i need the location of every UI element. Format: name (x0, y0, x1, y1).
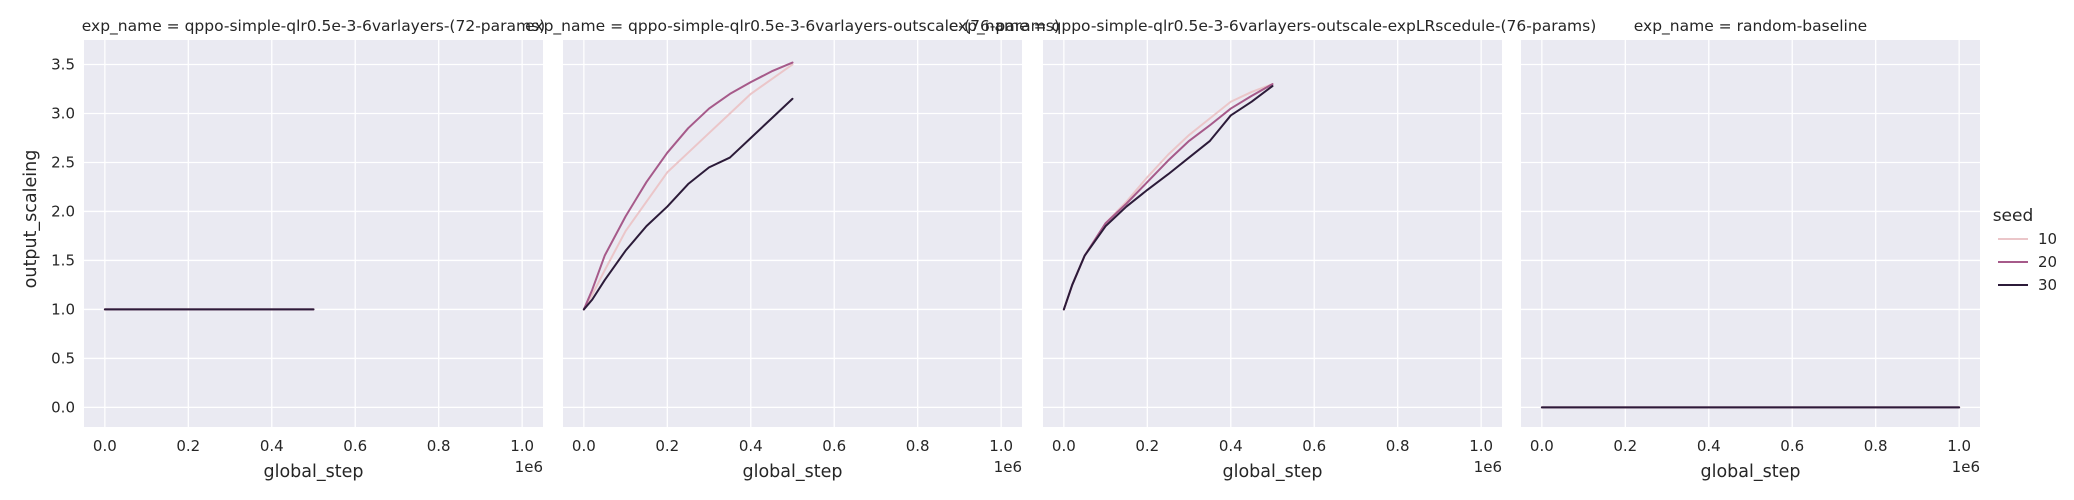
y-tick-label: 2.5 (51, 153, 75, 171)
x-tick-label: 0.4 (739, 437, 763, 455)
x-tick-label: 1.0 (1469, 437, 1493, 455)
legend-title: seed (1993, 206, 2034, 226)
x-axis-label: global_step (264, 462, 364, 482)
x-tick-label: 0.8 (1386, 437, 1410, 455)
series-line-seed-10 (582, 63, 794, 311)
x-tick-label: 0.0 (1052, 437, 1076, 455)
panel-title: exp_name = qppo-simple-qlr0.5e-3-6varlay… (82, 17, 545, 36)
panel-background (84, 40, 543, 427)
series-line-seed-30 (582, 97, 794, 311)
y-tick-label: 1.0 (51, 300, 75, 318)
facet-panel-1: 0.0 0.5 1.0 1.5 2.0 2.5 3.0 3.5 0.0 0.2 0.4 0.6 0.8 1… (51, 17, 545, 482)
facet-panels: 0.0 0.5 1.0 1.5 2.0 2.5 3.0 3.5 0.0 0.2 0.4 0.6 0.8 1… (51, 17, 1980, 482)
x-tick-label: 0.0 (1530, 437, 1554, 455)
y-axis-label-group: output_scaleing (21, 150, 41, 289)
x-tick-label: 0.4 (260, 437, 284, 455)
x-tick-label: 0.4 (1219, 437, 1243, 455)
legend-label-seed-20: 20 (2038, 253, 2057, 271)
x-offset-label: 1e6 (1952, 458, 1980, 476)
x-tick-label: 0.4 (1697, 437, 1721, 455)
panel-background (1043, 40, 1502, 427)
panel-title: exp_name = qppo-simple-qlr0.5e-3-6varlay… (525, 17, 1060, 36)
x-tick-label: 0.8 (906, 437, 930, 455)
x-tick-label: 1.0 (510, 437, 534, 455)
legend: seed 10 20 30 (1993, 206, 2057, 294)
series-line-seed-20 (582, 61, 794, 311)
series-line-seed-30 (1062, 85, 1274, 311)
facet-panel-3: 0.0 0.2 0.4 0.6 0.8 1.0 1e6 global_step exp_name… (949, 17, 1597, 482)
x-offset-label: 1e6 (515, 458, 543, 476)
x-tick-label: 0.6 (822, 437, 846, 455)
facet-panel-4: 0.0 0.2 0.4 0.6 0.8 1.0 1e6 global_step exp_name… (1521, 17, 1980, 482)
x-tick-label: 0.0 (572, 437, 596, 455)
y-tick-label: 1.5 (51, 251, 75, 269)
x-offset-label: 1e6 (1474, 458, 1502, 476)
x-tick-label: 0.2 (655, 437, 679, 455)
x-tick-label: 1.0 (1947, 437, 1971, 455)
y-tick-label: 0.0 (51, 398, 75, 416)
x-axis-label: global_step (1701, 462, 1801, 482)
y-axis-label: output_scaleing (21, 150, 41, 289)
panel-title: exp_name = random-baseline (1634, 17, 1867, 36)
x-tick-label: 0.2 (1613, 437, 1637, 455)
x-tick-label: 0.8 (1864, 437, 1888, 455)
x-tick-label: 0.2 (176, 437, 200, 455)
x-tick-label: 0.6 (1302, 437, 1326, 455)
x-tick-label: 0.6 (1780, 437, 1804, 455)
x-axis-label: global_step (743, 462, 843, 482)
legend-label-seed-30: 30 (2038, 276, 2057, 294)
x-tick-label: 0.6 (343, 437, 367, 455)
x-tick-label: 1.0 (989, 437, 1013, 455)
x-tick-label: 0.0 (93, 437, 117, 455)
y-tick-label: 3.5 (51, 55, 75, 73)
legend-label-seed-10: 10 (2038, 230, 2057, 248)
x-axis-label: global_step (1223, 462, 1323, 482)
panel-background (1521, 40, 1980, 427)
x-offset-label: 1e6 (994, 458, 1022, 476)
y-tick-label: 2.0 (51, 202, 75, 220)
facet-panel-2: 0.0 0.2 0.4 0.6 0.8 1.0 1e6 global_step exp_name… (525, 17, 1060, 482)
y-tick-label: 0.5 (51, 349, 75, 367)
panel-title: exp_name = qppo-simple-qlr0.5e-3-6varlay… (949, 17, 1597, 36)
y-tick-label: 3.0 (51, 104, 75, 122)
x-tick-label: 0.2 (1135, 437, 1159, 455)
x-tick-label: 0.8 (427, 437, 451, 455)
